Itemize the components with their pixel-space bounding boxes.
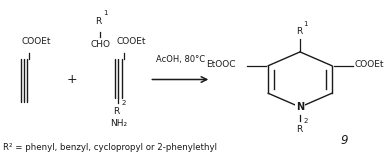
Text: AcOH, 80°C: AcOH, 80°C <box>156 55 205 64</box>
Text: COOEt: COOEt <box>22 37 51 46</box>
Text: R: R <box>95 17 102 26</box>
Text: 1: 1 <box>103 10 108 16</box>
Text: 9: 9 <box>341 134 348 147</box>
Text: R: R <box>113 107 120 116</box>
Text: COOEt: COOEt <box>355 60 385 69</box>
Text: 2: 2 <box>304 118 308 124</box>
Text: COOEt: COOEt <box>116 37 146 46</box>
Text: 1: 1 <box>303 21 308 27</box>
Text: +: + <box>67 73 78 86</box>
Text: R: R <box>296 125 302 134</box>
Text: EtOOC: EtOOC <box>206 60 236 69</box>
Text: NH₂: NH₂ <box>110 119 127 128</box>
Text: N: N <box>296 102 304 112</box>
Text: CHO: CHO <box>90 40 110 49</box>
Text: R² = phenyl, benzyl, cyclopropyl or 2-phenylethyl: R² = phenyl, benzyl, cyclopropyl or 2-ph… <box>3 143 217 152</box>
Text: 2: 2 <box>122 100 126 106</box>
Text: R: R <box>296 27 302 36</box>
